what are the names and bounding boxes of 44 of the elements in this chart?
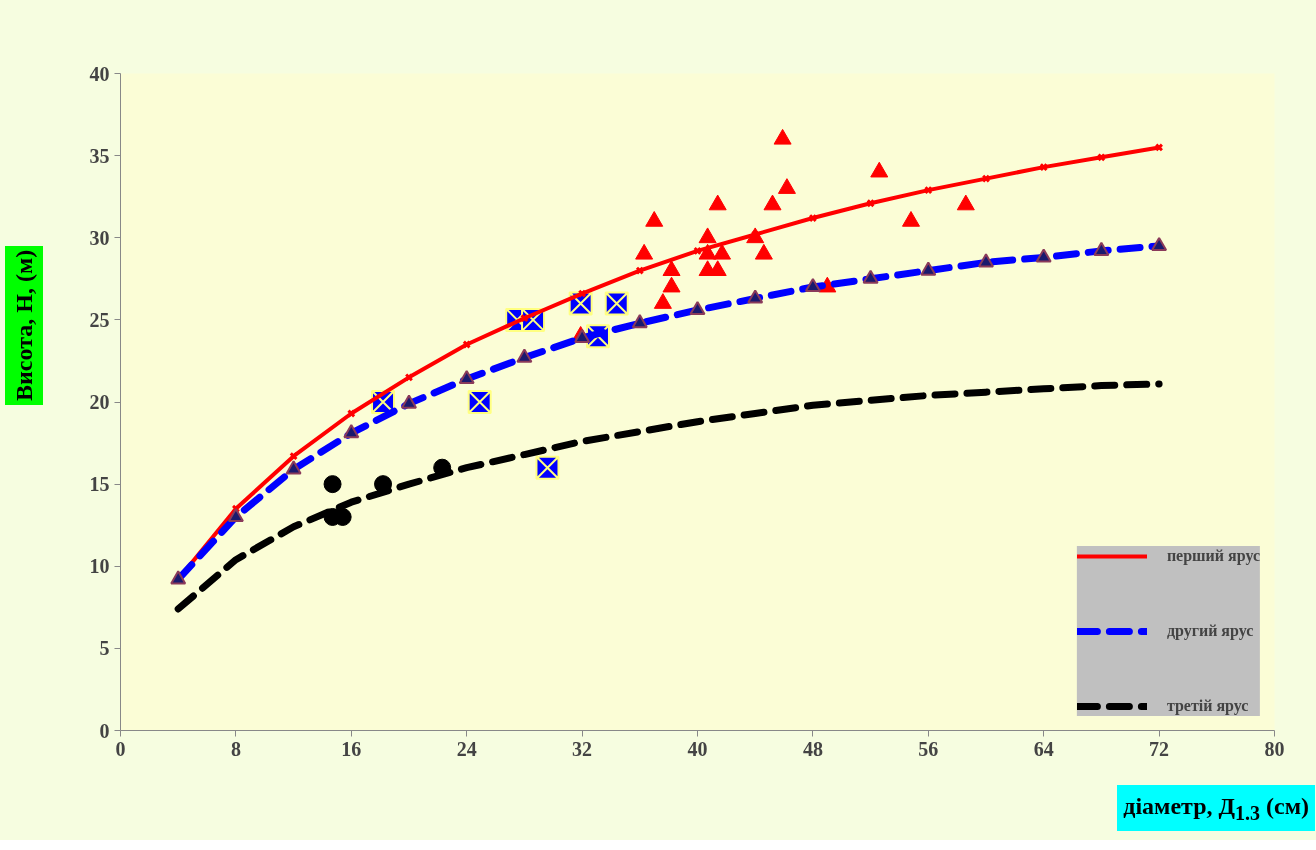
point <box>604 291 629 316</box>
point <box>653 293 672 309</box>
legend-label: перший ярус <box>1166 547 1260 565</box>
legend-label: другий ярус <box>1166 622 1254 640</box>
x-tick-label: 48 <box>802 737 823 760</box>
x-tick-label: 80 <box>1264 737 1285 760</box>
x-tick-label: 24 <box>456 737 477 760</box>
y-tick-label: 30 <box>89 226 110 249</box>
point <box>698 227 717 244</box>
y-tick-label: 25 <box>89 308 110 331</box>
y-tick-label: 20 <box>89 391 110 413</box>
point <box>763 194 782 211</box>
point <box>870 161 889 178</box>
point <box>713 243 732 260</box>
point <box>467 390 492 414</box>
x-tick-label: 64 <box>1033 737 1054 760</box>
point <box>708 194 727 211</box>
x-tick-label: 0 <box>115 737 126 760</box>
x-tick-label: 16 <box>341 737 362 760</box>
y-tick-label: 35 <box>89 144 110 167</box>
point <box>662 260 681 277</box>
y-axis-title: Висота, Н, (м) <box>5 245 44 405</box>
x-tick-label: 56 <box>918 737 939 760</box>
y-tick-label: 0 <box>99 719 110 742</box>
x-tick-label: 40 <box>687 737 708 760</box>
y-tick-label: 10 <box>89 555 110 578</box>
point <box>645 211 664 227</box>
x-tick-label: 72 <box>1149 737 1170 760</box>
point <box>956 194 975 211</box>
point <box>535 455 560 480</box>
x-axis-title: діаметр, Д$_{1.3}$ (см) <box>1117 785 1315 832</box>
y-tick-label: 40 <box>89 62 110 85</box>
x-tick-label: 32 <box>572 737 593 760</box>
point <box>754 243 773 260</box>
point <box>635 243 654 260</box>
point <box>773 128 792 145</box>
point <box>901 211 920 227</box>
point <box>662 276 681 293</box>
point <box>323 475 342 494</box>
x-tick-label: 8 <box>230 737 241 760</box>
y-tick-label: 15 <box>89 473 110 496</box>
legend-label: третій ярус <box>1166 697 1249 715</box>
point <box>777 178 796 194</box>
y-tick-label: 5 <box>99 637 110 660</box>
